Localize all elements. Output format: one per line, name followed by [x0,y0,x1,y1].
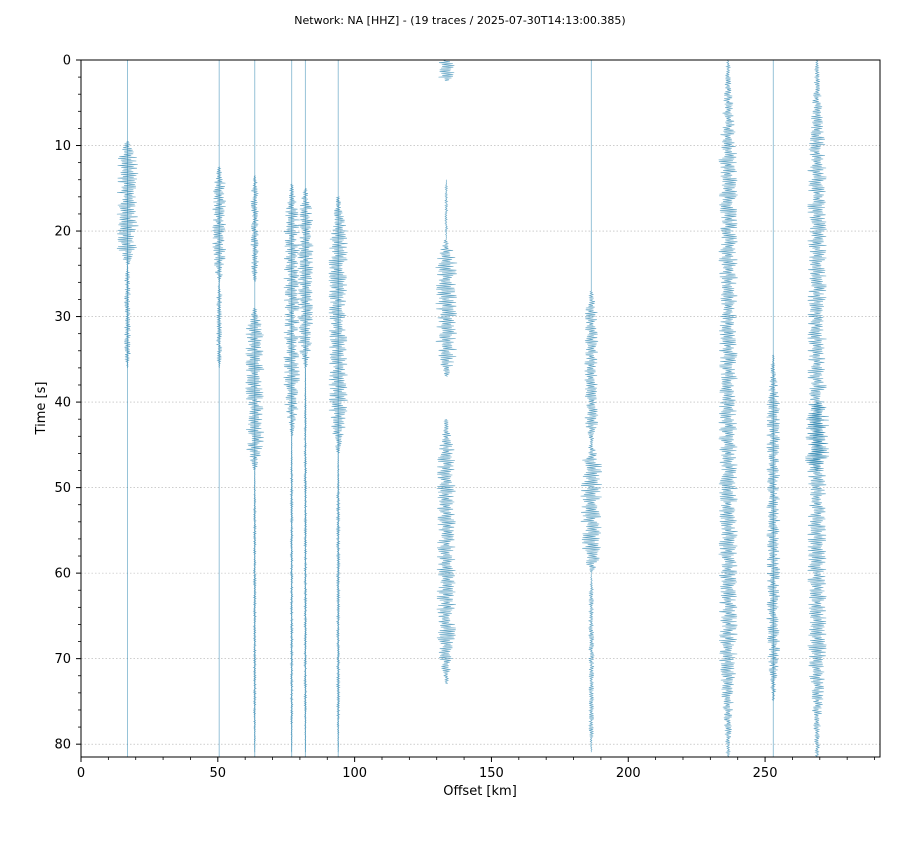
trace-10 [805,59,830,757]
y-tick-label: 50 [54,481,71,496]
y-tick-label: 30 [54,310,71,325]
y-tick-label: 0 [63,54,71,69]
trace-3 [283,60,300,757]
trace-burst [335,453,341,753]
axes-layer: 0 50 100 150 200 250 0 10 20 30 40 50 60 70 80 [54,54,875,781]
y-tick-label: 40 [54,396,71,411]
trace-5 [328,60,348,757]
x-tick-label: 150 [479,766,504,781]
y-tick-label: 10 [54,139,71,154]
trace-7 [580,60,603,753]
trace-burst [805,401,830,471]
x-tick-label: 200 [616,766,641,781]
trace-burst [252,470,257,753]
trace-burst [250,175,259,282]
traces-layer [116,59,830,757]
x-axis-label: Offset [km] [443,784,517,799]
x-tick-label: 0 [77,766,85,781]
y-tick-label: 80 [54,738,71,753]
x-tick-label: 250 [753,766,778,781]
plot-background [81,60,880,757]
trace-9 [766,60,781,757]
trace-burst [283,183,300,437]
trace-burst [303,367,308,753]
trace-burst [584,290,599,446]
chart-title: Network: NA [HHZ] - (19 traces / 2025-07… [294,14,626,27]
y-tick-label: 60 [54,567,71,582]
trace-burst [215,282,223,369]
trace-0 [116,60,139,757]
trace-burst [328,196,348,454]
x-tick-label: 100 [342,766,367,781]
y-tick-label: 70 [54,652,71,667]
trace-burst [124,265,131,369]
y-axis-label: Time [s] [34,382,49,436]
y-tick-label: 20 [54,225,71,240]
trace-burst [444,179,449,240]
trace-burst [245,307,265,471]
trace-burst [435,239,458,377]
trace-burst [116,140,139,265]
trace-burst [436,418,456,685]
trace-6 [435,59,458,685]
trace-burst [766,354,781,701]
trace-burst [289,436,294,753]
trace-burst [297,188,314,368]
trace-burst [438,59,455,81]
trace-8 [718,59,738,757]
trace-burst [580,444,603,573]
trace-4 [297,60,314,757]
trace-burst [718,59,738,757]
plot-frame [80,59,881,758]
trace-1 [212,60,227,757]
trace-burst [212,166,227,283]
x-tick-label: 50 [210,766,227,781]
trace-2 [245,60,265,757]
trace-burst [587,572,595,753]
